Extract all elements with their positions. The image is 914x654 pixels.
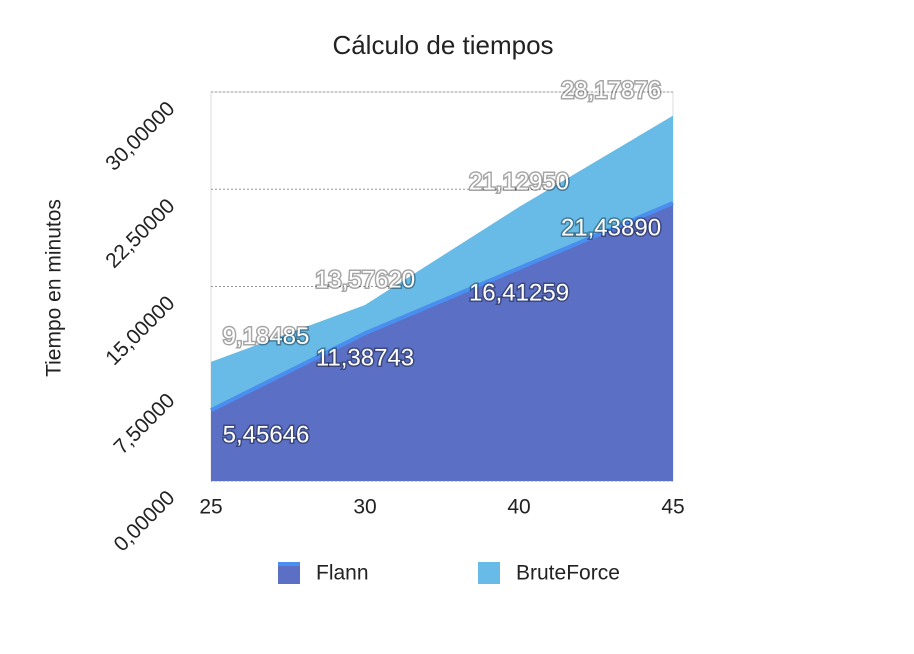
area — [211, 203, 673, 482]
value-label: 21,43890 — [561, 214, 661, 241]
value-label: 28,17876 — [561, 77, 661, 104]
legend-label: BruteForce — [516, 562, 620, 585]
value-label: 21,12950 — [469, 168, 569, 195]
area-edge — [210, 201, 674, 413]
chart-title: Cálculo de tiempos — [332, 30, 553, 60]
x-tick-label: 40 — [507, 496, 530, 519]
y-tick-label: 7,50000 — [110, 389, 180, 459]
legend-label: Flann — [316, 562, 369, 585]
y-tick-label: 0,00000 — [110, 486, 180, 556]
value-label: 16,41259 — [469, 280, 569, 307]
legend-swatch-edge — [278, 562, 300, 566]
value-label: 9,18485 — [223, 323, 310, 350]
legend-swatch — [278, 562, 300, 584]
y-tick-label: 22,50000 — [101, 194, 179, 272]
x-tick-label: 45 — [661, 496, 684, 519]
x-tick-label: 25 — [199, 496, 222, 519]
y-tick-label: 15,00000 — [101, 292, 179, 370]
legend-swatch — [478, 562, 500, 584]
x-tick-label: 30 — [353, 496, 376, 519]
y-tick-label: 30,00000 — [101, 97, 179, 175]
value-label: 5,45646 — [223, 422, 310, 449]
y-axis-label: Tiempo en minutos — [43, 199, 66, 377]
value-label: 13,57620 — [315, 266, 415, 293]
value-label: 11,38743 — [316, 345, 414, 372]
